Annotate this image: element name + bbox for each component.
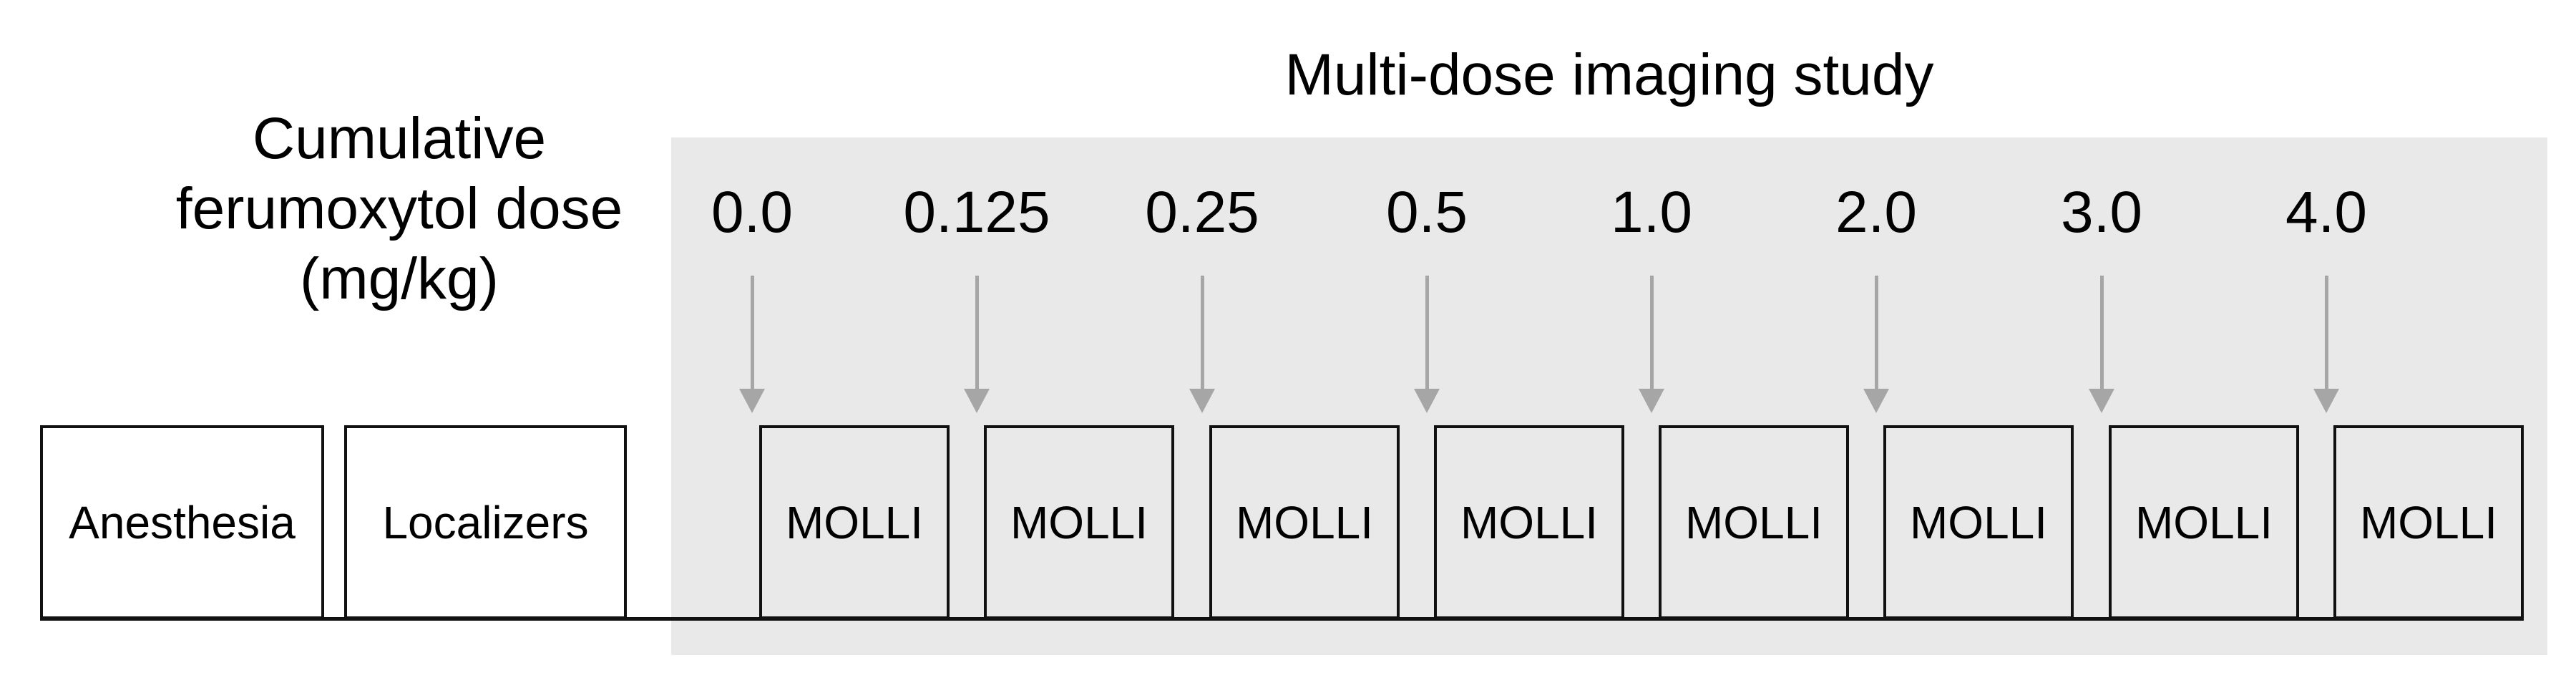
axis-label-line-1: Cumulative [252,106,547,171]
arrow-head [2313,389,2339,413]
arrow-stem [975,276,979,389]
dose-label-0.0: 0.0 [711,180,793,245]
cumulative-dose-axis-label: Cumulative ferumoxytol dose (mg/kg) [99,104,700,314]
arrow-stem [1200,276,1204,389]
axis-label-line-3: (mg/kg) [300,246,499,311]
molli-scan-box-4: MOLLI [1434,425,1624,619]
molli-label: MOLLI [1909,496,2048,548]
localizers-label: Localizers [382,496,589,548]
down-arrow-icon [1414,276,1440,413]
arrow-head [1863,389,1889,413]
molli-scan-box-1: MOLLI [759,425,950,619]
molli-label: MOLLI [2359,496,2498,548]
dose-label-1.0: 1.0 [1611,180,1692,245]
arrow-head [964,389,990,413]
molli-scan-box-3: MOLLI [1209,425,1400,619]
arrow-head [739,389,765,413]
arrow-stem [1425,276,1429,389]
down-arrow-icon [739,276,765,413]
molli-label: MOLLI [2135,496,2273,548]
dose-label-2.0: 2.0 [1835,180,1917,245]
down-arrow-icon [1863,276,1889,413]
down-arrow-icon [2089,276,2114,413]
anesthesia-label: Anesthesia [69,496,296,548]
molli-label: MOLLI [1684,496,1823,548]
molli-scan-box-6: MOLLI [1883,425,2074,619]
arrow-head [2089,389,2114,413]
axis-label-line-2: ferumoxytol dose [175,176,623,241]
molli-label: MOLLI [1235,496,1374,548]
arrow-stem [1649,276,1654,389]
arrow-stem [1874,276,1878,389]
arrow-head [1639,389,1664,413]
dose-label-0.5: 0.5 [1386,180,1468,245]
molli-scan-box-7: MOLLI [2109,425,2299,619]
molli-scan-box-8: MOLLI [2333,425,2524,619]
arrow-head [1189,389,1215,413]
molli-label: MOLLI [1460,496,1599,548]
dose-label-4.0: 4.0 [2285,180,2367,245]
molli-scan-box-5: MOLLI [1659,425,1849,619]
down-arrow-icon [1189,276,1215,413]
arrow-stem [2099,276,2104,389]
molli-label: MOLLI [1010,496,1148,548]
localizers-box: Localizers [344,425,627,619]
arrow-head [1414,389,1440,413]
down-arrow-icon [1639,276,1664,413]
down-arrow-icon [2313,276,2339,413]
dose-label-0.125: 0.125 [903,180,1050,245]
molli-label: MOLLI [785,496,924,548]
arrow-stem [750,276,754,389]
dose-label-3.0: 3.0 [2061,180,2142,245]
anesthesia-box: Anesthesia [40,425,324,619]
figure-title: Multi-dose imaging study [1284,42,1934,107]
down-arrow-icon [964,276,990,413]
arrow-stem [2324,276,2328,389]
molli-scan-box-2: MOLLI [984,425,1174,619]
dose-label-0.25: 0.25 [1145,180,1259,245]
